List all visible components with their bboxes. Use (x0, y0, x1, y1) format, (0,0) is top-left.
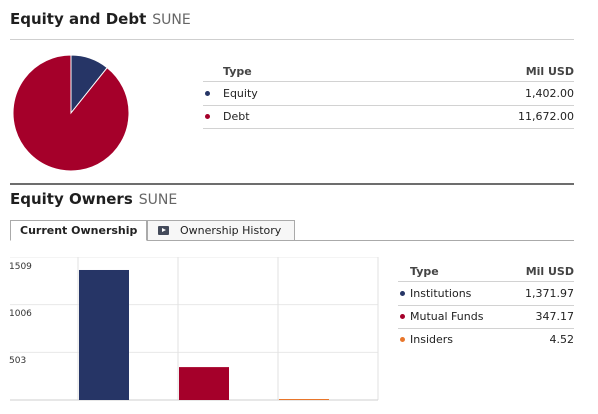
column-header-type: Type (410, 265, 439, 278)
pie-slice-debt (12, 54, 130, 172)
row-label: Institutions (410, 287, 472, 300)
legend-dot (400, 291, 405, 296)
video-icon (158, 226, 169, 235)
legend-dot (400, 314, 405, 319)
section-divider (10, 39, 574, 40)
row-label: Debt (223, 110, 250, 123)
table-row: Insiders 4.52 (398, 328, 574, 351)
column-header-value: Mil USD (525, 65, 574, 78)
table-header-row: Type Mil USD (398, 260, 574, 283)
equity-debt-header: Equity and Debt SUNE (10, 9, 191, 28)
y-tick-label: 1509 (9, 262, 32, 272)
row-value: 11,672.00 (518, 110, 574, 123)
row-divider (398, 305, 574, 306)
table-header-row: Type Mil USD (203, 60, 574, 83)
row-divider (398, 328, 574, 329)
equity-debt-table: Type Mil USD Equity 1,402.00 Debt 11,672… (203, 60, 574, 132)
tab-label: Ownership History (180, 224, 282, 237)
equity-debt-pie-chart (12, 54, 130, 172)
bar-insiders (279, 399, 329, 400)
table-row: Debt 11,672.00 (203, 105, 574, 128)
column-header-value: Mil USD (525, 265, 574, 278)
equity-debt-title: Equity and Debt (10, 10, 147, 28)
ownership-bar-chart (10, 257, 379, 401)
row-label: Equity (223, 87, 258, 100)
row-divider (203, 81, 574, 82)
column-header-type: Type (223, 65, 252, 78)
row-divider (203, 128, 574, 129)
legend-dot (205, 91, 210, 96)
tab-label: Current Ownership (20, 224, 138, 237)
row-value: 4.52 (549, 333, 575, 346)
row-value: 1,402.00 (525, 87, 574, 100)
row-label: Insiders (410, 333, 454, 346)
row-divider (398, 281, 574, 282)
tab-ownership-history[interactable]: Ownership History (147, 220, 295, 241)
table-row: Institutions 1,371.97 (398, 282, 574, 305)
equity-owners-title: Equity Owners (10, 190, 133, 208)
row-label: Mutual Funds (410, 310, 484, 323)
table-row: Mutual Funds 347.17 (398, 305, 574, 328)
equity-owners-header: Equity Owners SUNE (10, 189, 177, 208)
row-value: 347.17 (535, 310, 575, 323)
row-divider (203, 105, 574, 106)
bar-institutions (79, 269, 129, 400)
y-tick-label: 503 (9, 356, 27, 366)
legend-dot (205, 114, 210, 119)
equity-debt-ticker: SUNE (152, 12, 191, 28)
table-row: Equity 1,402.00 (203, 82, 574, 105)
y-tick-label: 1006 (9, 309, 32, 319)
equity-owners-ticker: SUNE (138, 192, 178, 208)
tab-current-ownership[interactable]: Current Ownership (10, 220, 147, 241)
ownership-table: Type Mil USD Institutions 1,371.97 Mutua… (398, 260, 574, 350)
legend-dot (400, 337, 405, 342)
row-value: 1,371.97 (525, 287, 574, 300)
bar-mutual-funds (179, 367, 229, 400)
section-divider (10, 183, 574, 185)
